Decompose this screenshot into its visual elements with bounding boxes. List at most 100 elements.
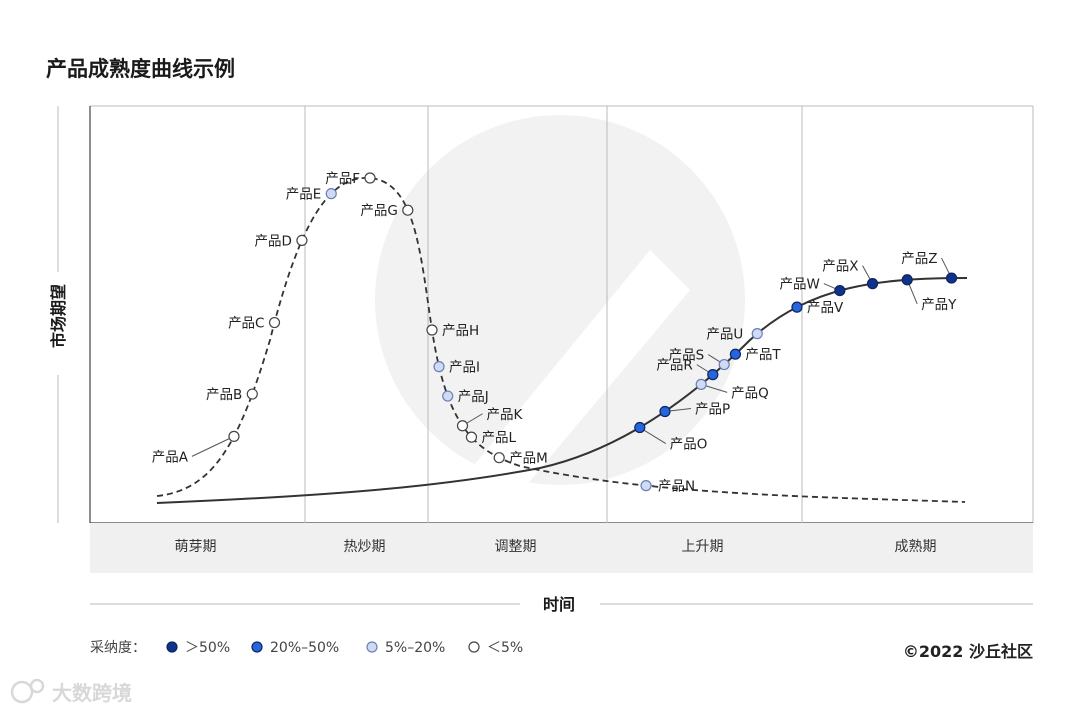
data-point: 产品E (286, 187, 337, 203)
point-marker (426, 324, 438, 336)
point-marker (246, 388, 258, 400)
point-marker (493, 452, 505, 464)
point-marker (325, 188, 337, 200)
point-marker (364, 172, 376, 184)
point-label: 产品N (658, 479, 695, 495)
legend-label: 20%–50% (270, 640, 339, 656)
point-label: 产品J (458, 389, 489, 405)
point-label: 产品L (481, 430, 516, 446)
data-point: 产品Y (901, 274, 957, 313)
data-point: 产品C (228, 316, 281, 332)
phase-label: 成熟期 (895, 539, 937, 555)
data-point: 产品N (640, 479, 695, 495)
point-marker (729, 348, 742, 360)
point-label: 产品Y (921, 297, 957, 313)
phase-band (90, 523, 1033, 573)
point-label: 产品B (206, 387, 242, 403)
data-point: 产品D (255, 233, 308, 249)
phase-label: 调整期 (495, 539, 537, 555)
point-marker (866, 278, 879, 290)
legend: 采纳度： ＞50% 20%–50% 5%–20% ＜5% (90, 640, 523, 656)
leader-line (191, 435, 235, 457)
point-marker (945, 272, 958, 284)
hype-curve (156, 177, 966, 503)
point-marker (456, 420, 469, 432)
point-label: 产品R (656, 358, 692, 374)
point-marker (659, 405, 671, 418)
data-point: 产品U (706, 327, 763, 343)
legend-swatch (251, 641, 263, 653)
point-marker (640, 480, 652, 492)
point-marker (834, 284, 846, 297)
point-label: 产品Z (901, 251, 937, 267)
phase-dividers (304, 106, 803, 523)
data-point: 产品S (669, 348, 730, 371)
point-marker (707, 369, 719, 381)
point-label: 产品D (255, 233, 292, 249)
point-label: 产品K (487, 407, 524, 423)
copyright-text: ©2022 沙丘社区 (903, 642, 1033, 661)
chart-title: 产品成熟度曲线示例 (46, 57, 235, 81)
watermark: 大数跨境 (10, 678, 132, 705)
data-point: 产品P (659, 402, 730, 418)
watermark-background (375, 115, 745, 505)
point-marker (228, 430, 240, 442)
data-point: 产品A (152, 430, 240, 465)
point-label: 产品G (360, 203, 397, 219)
point-label: 产品M (509, 451, 548, 467)
legend-label: 5%–20% (385, 640, 445, 656)
phase-label: 热炒期 (344, 539, 386, 555)
point-marker (442, 390, 454, 402)
point-label: 产品E (286, 187, 322, 203)
point-label: 产品C (228, 316, 264, 332)
point-marker (718, 358, 730, 371)
watermark-text: 大数跨境 (52, 681, 132, 705)
point-label: 产品P (695, 402, 730, 418)
x-axis: 时间 (90, 595, 1033, 614)
y-axis: 市场期望 (49, 106, 68, 523)
point-label: 产品U (706, 327, 743, 343)
legend-label: ＜5% (487, 640, 523, 656)
point-marker (751, 328, 763, 340)
point-label: 产品W (779, 277, 819, 293)
legend-swatch (166, 641, 178, 653)
data-point: 产品J (442, 389, 489, 405)
data-point: 产品W (779, 277, 846, 297)
point-marker (433, 361, 445, 373)
data-point: 产品B (206, 387, 258, 403)
x-axis-title: 时间 (543, 595, 575, 614)
legend-swatch (366, 641, 378, 653)
point-label: 产品H (442, 323, 479, 339)
point-label: 产品S (669, 348, 705, 364)
data-point: 产品X (822, 259, 879, 290)
data-point: 产品R (656, 358, 719, 381)
legend-item: ＞50% (166, 640, 230, 656)
data-point: 产品Q (695, 378, 769, 401)
point-marker (268, 316, 281, 329)
data-point: 产品H (426, 323, 479, 339)
y-axis-title: 市场期望 (49, 284, 68, 348)
phase-label: 上升期 (682, 539, 724, 555)
data-point: 产品F (325, 171, 376, 187)
point-marker (634, 421, 646, 434)
phase-label: 萌芽期 (175, 539, 217, 555)
legend-item: 20%–50% (251, 640, 339, 656)
phase-labels: 萌芽期 热炒期 调整期 上升期 成熟期 (175, 539, 937, 555)
point-label: 产品X (822, 259, 858, 275)
point-marker (901, 274, 913, 286)
data-point: 产品I (433, 360, 480, 376)
point-label: 产品F (325, 171, 360, 187)
point-label: 产品V (807, 300, 844, 316)
point-marker (402, 204, 414, 216)
data-point: 产品O (634, 421, 707, 453)
data-point: 产品K (456, 407, 524, 432)
data-point: 产品L (465, 430, 516, 446)
legend-swatch (468, 641, 480, 653)
data-point: 产品T (729, 347, 781, 363)
data-point: 产品Z (901, 251, 958, 284)
point-label: 产品Q (731, 385, 769, 401)
point-marker (465, 431, 478, 443)
data-point: 产品V (791, 300, 844, 316)
